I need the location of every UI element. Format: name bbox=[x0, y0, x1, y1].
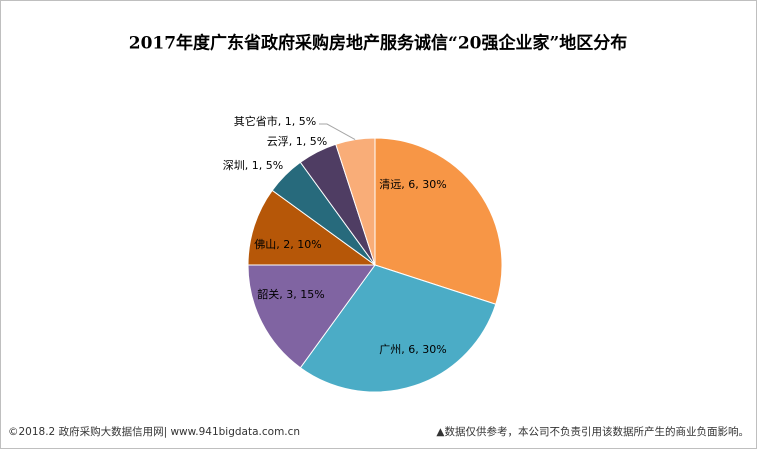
data-label: 其它省市, 1, 5% bbox=[234, 114, 316, 128]
data-label: 佛山, 2, 10% bbox=[254, 238, 321, 251]
pie-slice bbox=[247, 189, 377, 266]
data-label: 清远, 6, 30% bbox=[379, 178, 446, 191]
data-label: 韶关, 3, 15% bbox=[257, 287, 324, 301]
pie-slice bbox=[335, 137, 376, 266]
data-label: 云浮, 1, 5% bbox=[267, 135, 327, 148]
data-label: 广州, 6, 30% bbox=[379, 343, 446, 356]
pie-slice bbox=[299, 264, 497, 393]
pie-slice bbox=[374, 137, 503, 305]
footer-right: ▲数据仅供参考，本公司不负责引用该数据所产生的商业负面影响。 bbox=[436, 425, 749, 438]
data-label: 深圳, 1, 5% bbox=[223, 159, 283, 172]
chart-title: 2017年度广东省政府采购房地产服务诚信“20强企业家”地区分布 bbox=[129, 33, 628, 54]
leader-line bbox=[319, 123, 356, 141]
pie-slice bbox=[247, 264, 376, 369]
footer-left: ©2018.2 政府采购大数据信用网| www.941bigdata.com.c… bbox=[8, 425, 300, 438]
